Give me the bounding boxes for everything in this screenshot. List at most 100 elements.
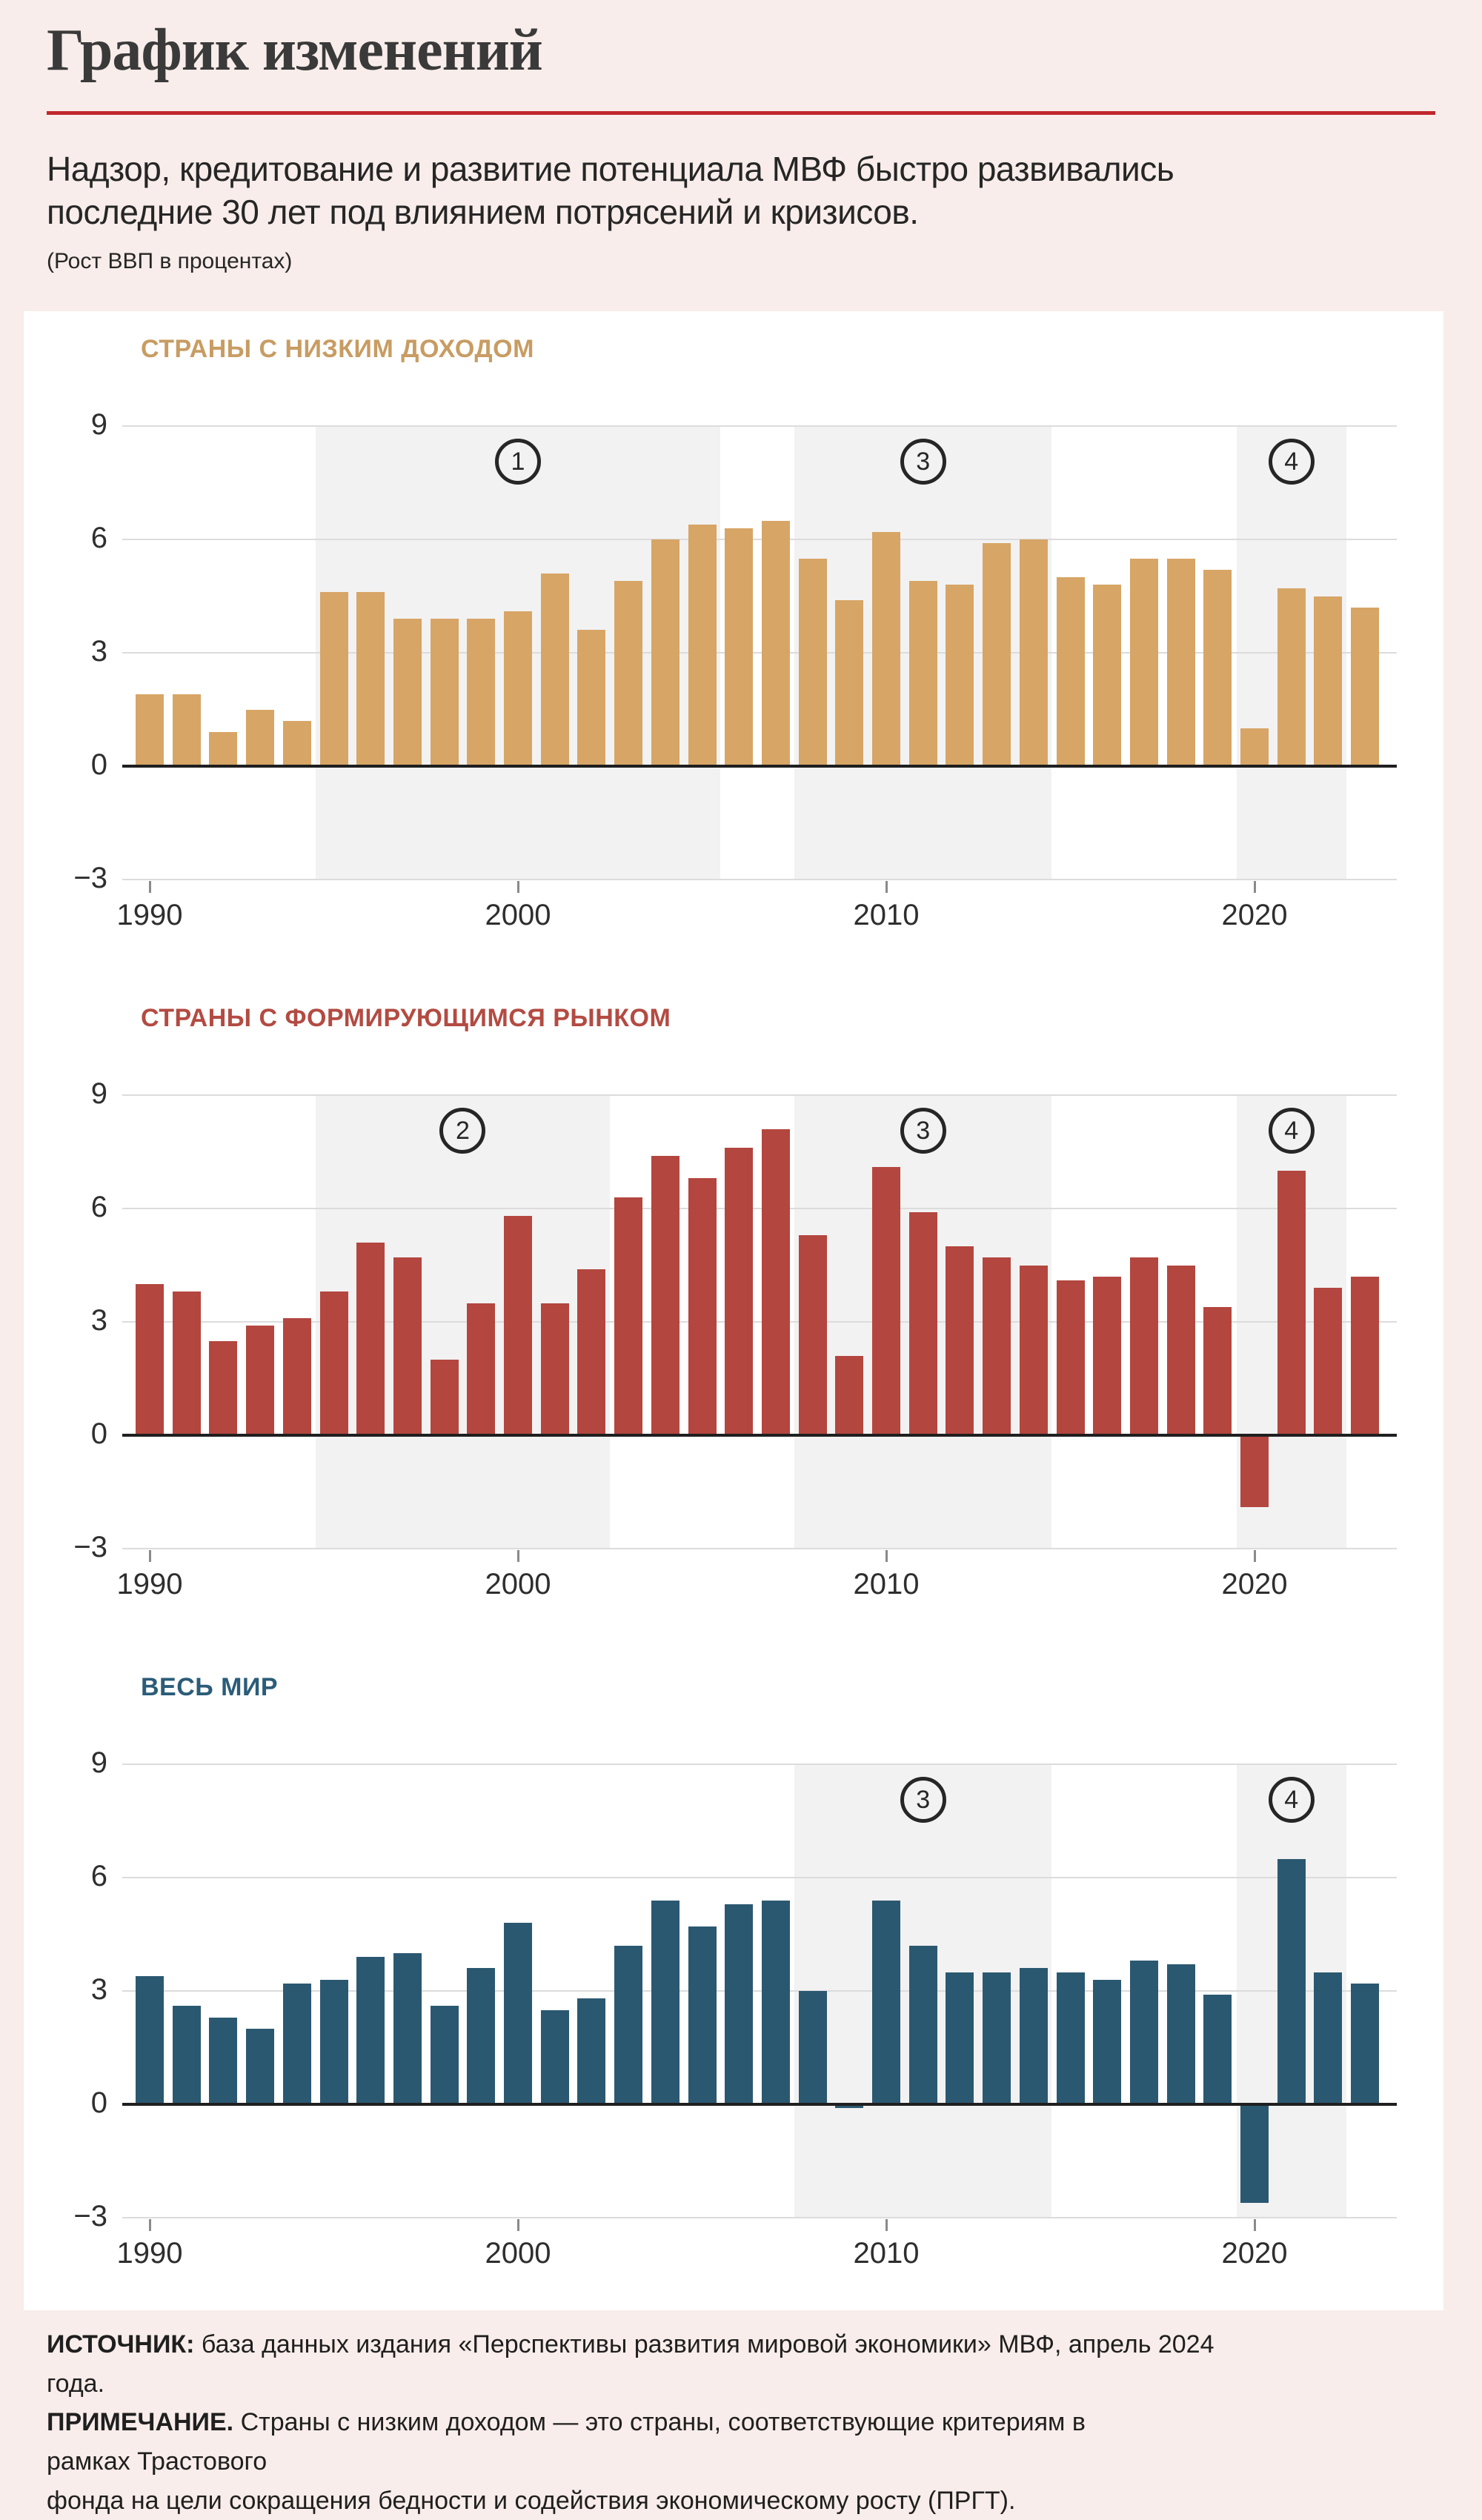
bar-1992: [209, 732, 238, 766]
bar-2015: [1056, 1280, 1085, 1435]
bar-2014: [1019, 539, 1048, 766]
bar-2019: [1203, 1995, 1232, 2104]
y-axis-label-0: 0: [90, 1417, 107, 1450]
bar-2023: [1351, 1983, 1380, 2104]
bar-2021: [1277, 1858, 1306, 2104]
bar-1997: [393, 1953, 422, 2104]
bar-1990: [136, 694, 164, 766]
bar-2020: [1240, 728, 1269, 766]
bar-2016: [1093, 1979, 1122, 2104]
y-axis-label-0: 0: [90, 2087, 107, 2119]
bar-2010: [872, 531, 900, 766]
x-axis-tick-2010: [885, 881, 888, 893]
gridline-6: [122, 539, 1397, 540]
bar-1995: [319, 592, 348, 766]
circled-number-3: 3: [900, 1108, 946, 1154]
bar-2007: [761, 1900, 790, 2104]
unit-note: (Рост ВВП в процентах): [47, 249, 293, 273]
bar-1994: [282, 1983, 311, 2104]
bar-2004: [651, 1155, 679, 1435]
source-note: ИСТОЧНИК: база данных издания «Перспекти…: [47, 2325, 1232, 2403]
title-rule: [47, 111, 1435, 115]
bar-2018: [1166, 1964, 1195, 2104]
x-axis-label-2000: 2000: [485, 2237, 551, 2270]
bar-2011: [908, 1212, 937, 1435]
bar-2004: [651, 539, 679, 766]
subtitle-line-1: Надзор, кредитование и развитие потенциа…: [47, 150, 1174, 188]
bar-2003: [614, 1945, 643, 2104]
bar-2016: [1093, 1276, 1122, 1435]
zero-axis-line: [122, 765, 1397, 768]
y-axis-label--3: −3: [73, 1531, 107, 1563]
bar-2008: [798, 1991, 827, 2104]
bar-2014: [1019, 1265, 1048, 1435]
chart-3-plot-area: 3 4 9 6 3 0 −3 1990 2000 2010 2020: [73, 1746, 1397, 2270]
bar-1996: [356, 1242, 385, 1435]
bar-2017: [1129, 1257, 1158, 1435]
bar-2022: [1314, 596, 1343, 766]
circled-number-4: 4: [1268, 1108, 1315, 1154]
gridline--3: [122, 1548, 1397, 1549]
bar-2012: [946, 585, 974, 766]
bar-2013: [983, 1972, 1011, 2104]
bar-2020: [1240, 2104, 1269, 2203]
bar-2015: [1056, 1972, 1085, 2104]
bar-1994: [282, 720, 311, 766]
gridline-9: [122, 425, 1397, 427]
circled-number-1: 1: [495, 439, 541, 485]
bar-2009: [835, 2104, 864, 2109]
bar-2020: [1240, 1435, 1269, 1507]
bar-2005: [688, 1926, 717, 2104]
bar-1992: [209, 1340, 238, 1435]
bar-1995: [319, 1291, 348, 1435]
x-axis-tick-2020: [1253, 1550, 1256, 1562]
bar-2010: [872, 1900, 900, 2104]
gridline-6: [122, 1208, 1397, 1209]
circled-number-4: 4: [1268, 439, 1315, 485]
bar-2011: [908, 581, 937, 766]
bar-2007: [761, 1128, 790, 1435]
bar-2022: [1314, 1288, 1343, 1435]
gridline-3: [122, 1321, 1397, 1323]
bar-2005: [688, 1178, 717, 1435]
y-axis-label-6: 6: [90, 1191, 107, 1223]
bar-2019: [1203, 569, 1232, 766]
y-axis-label--3: −3: [73, 2200, 107, 2233]
bar-2022: [1314, 1972, 1343, 2104]
chart-3-title: ВЕСЬ МИР: [141, 1673, 279, 1701]
bar-2000: [504, 1923, 532, 2104]
bar-1999: [467, 1968, 496, 2104]
subtitle: Надзор, кредитование и развитие потенциа…: [47, 148, 1174, 233]
gridline-3: [122, 652, 1397, 654]
bar-2002: [577, 1269, 606, 1435]
bar-1990: [136, 1975, 164, 2104]
y-axis-label-3: 3: [90, 1304, 107, 1337]
bar-2002: [577, 630, 606, 766]
x-axis-label-2000: 2000: [485, 1568, 551, 1600]
bar-2015: [1056, 577, 1085, 766]
circled-number-2: 2: [439, 1108, 486, 1154]
bar-1999: [467, 619, 496, 766]
note-line-1: Страны с низким доходом — это страны, со…: [47, 2408, 1086, 2476]
y-axis-label-3: 3: [90, 1973, 107, 2006]
bar-1997: [393, 1257, 422, 1435]
chart-1-title: СТРАНЫ С НИЗКИМ ДОХОДОМ: [141, 335, 534, 363]
subtitle-line-2: последние 30 лет под влиянием потрясений…: [47, 192, 919, 231]
bar-2002: [577, 1998, 606, 2104]
note-line-2: фонда на цели сокращения бедности и соде…: [47, 2486, 1016, 2515]
x-axis-label-2020: 2020: [1221, 1568, 1288, 1600]
bar-2001: [540, 2009, 569, 2104]
bar-2006: [725, 1148, 754, 1435]
bar-1991: [172, 2006, 201, 2104]
bar-1996: [356, 592, 385, 766]
bar-2000: [504, 1216, 532, 1435]
bar-2019: [1203, 1306, 1232, 1435]
footer: ИСТОЧНИК: база данных издания «Перспекти…: [47, 2325, 1232, 2520]
bar-2023: [1351, 1276, 1380, 1435]
bar-1992: [209, 2017, 238, 2104]
x-axis-label-1990: 1990: [116, 899, 183, 931]
x-axis-label-1990: 1990: [116, 2237, 183, 2270]
gridline-9: [122, 1094, 1397, 1096]
page-title: График изменений: [47, 18, 543, 83]
